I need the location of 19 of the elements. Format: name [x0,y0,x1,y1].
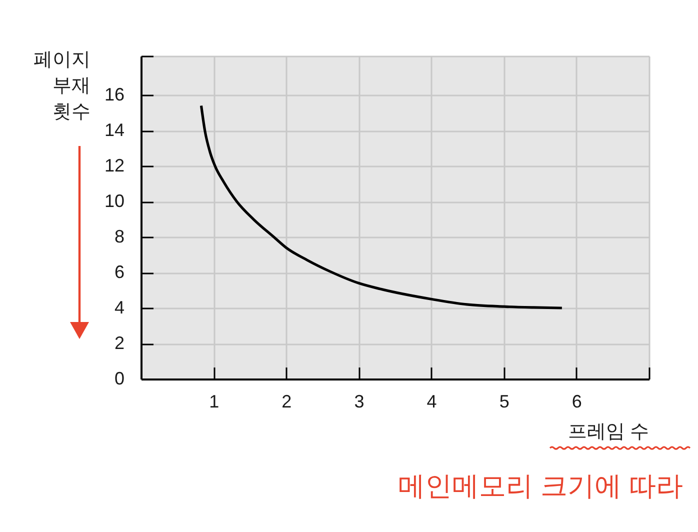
y-tick-label: 12 [104,156,124,176]
y-tick-label: 6 [114,262,124,282]
x-tick-label: 6 [572,392,582,412]
text: 메인메모리 크기에 따라 [398,471,683,501]
y-tick-label: 4 [114,298,124,318]
y-tick-label: 10 [104,191,124,212]
y-tick-label: 16 [104,84,124,105]
x-axis-title: 프레임 수 [568,422,650,442]
x-tick-label: 1 [209,392,220,412]
y-tick-label: 0 [114,368,124,388]
y-tick-label: 2 [114,333,124,354]
x-tick-label: 3 [354,392,364,412]
x-tick-label: 4 [426,392,437,412]
x-tick-label: 2 [282,392,292,412]
x-tick-label: 5 [499,392,510,412]
y-tick-label: 14 [104,120,124,140]
y-tick-label: 8 [114,226,124,247]
y-axis-title: 페이지 부재 횟수 [34,50,90,122]
line-series [200,104,564,310]
